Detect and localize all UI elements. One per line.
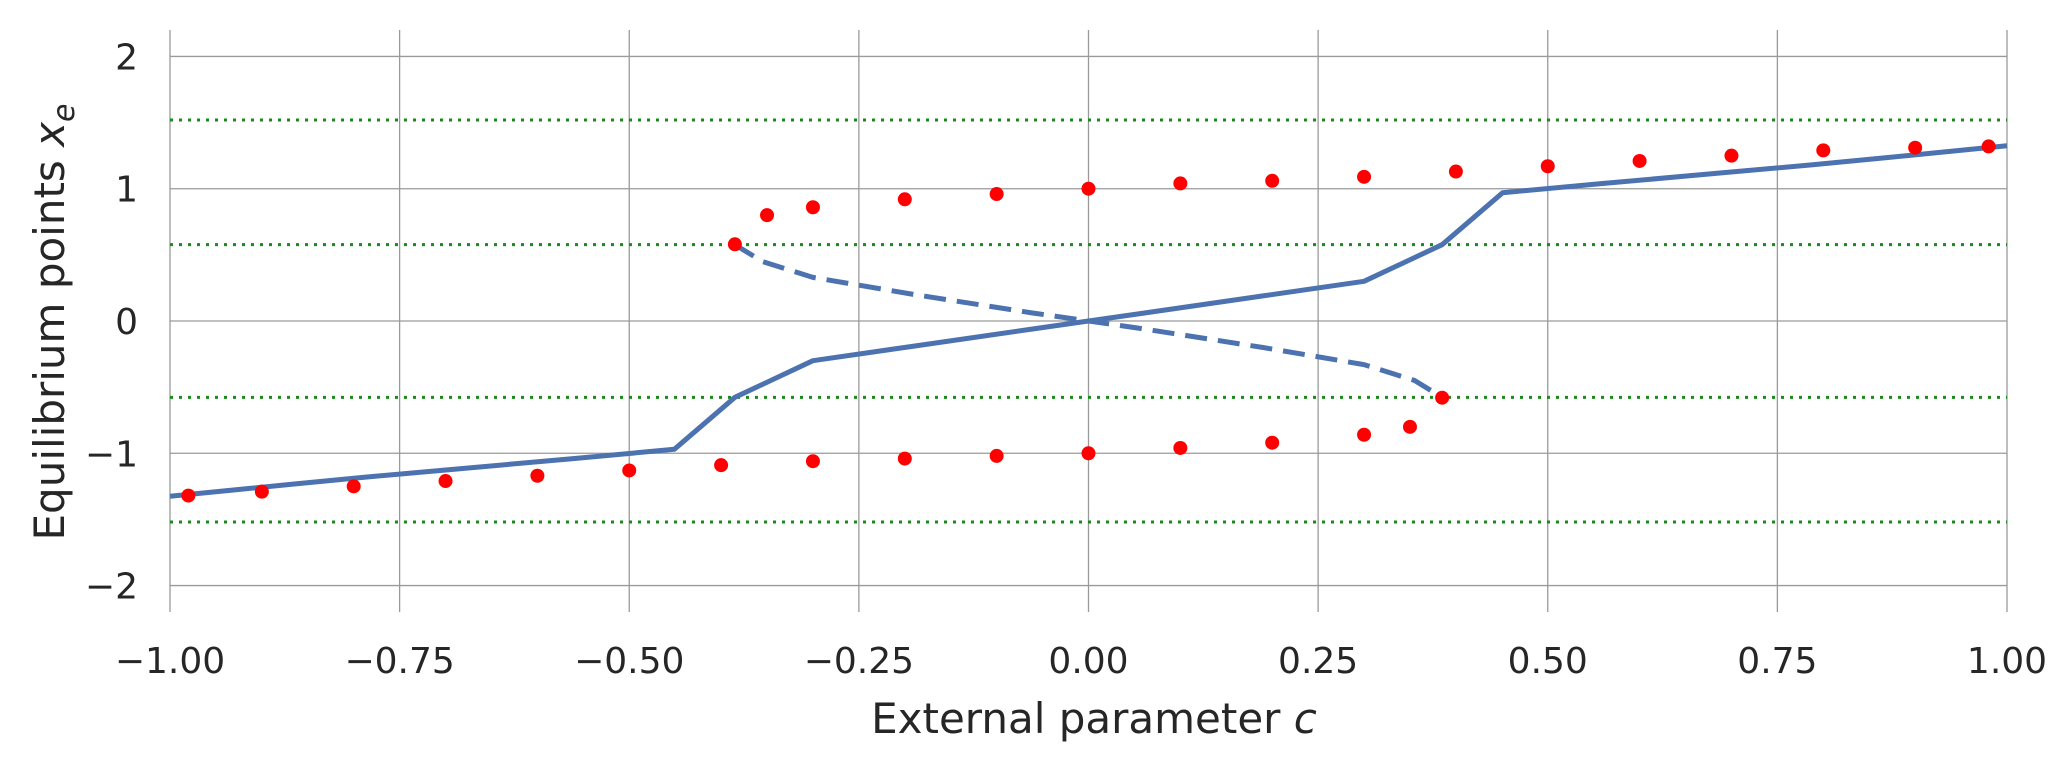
y-tick-label: 1 [115, 170, 138, 211]
stable-point [1632, 153, 1647, 168]
stable-point [1173, 440, 1188, 455]
stable-point [714, 458, 729, 473]
unstable-branch-line [733, 242, 1444, 400]
y-axis-label: Equilibrium points xe [25, 104, 82, 541]
stable-point [1981, 139, 1996, 154]
x-tick-label: −0.25 [804, 641, 914, 682]
series [169, 139, 2008, 503]
stable-point [1081, 446, 1096, 461]
x-tick-label: 0.00 [1048, 641, 1128, 682]
stable-point [760, 208, 775, 223]
tick-labels: −1.00 −0.75 −0.50 −0.25 0.00 0.25 0.50 0.75 1.00… [85, 37, 2047, 682]
stable-point [1265, 435, 1280, 450]
x-tick-label: 0.50 [1508, 641, 1588, 682]
x-tick-label: 0.25 [1278, 641, 1358, 682]
stable-point [989, 187, 1004, 202]
stable-point [1357, 169, 1372, 184]
stable-point [1540, 159, 1555, 174]
stable-point [897, 451, 912, 466]
x-tick-label: −0.75 [344, 641, 454, 682]
stable-point [1448, 164, 1463, 179]
stable-point [989, 448, 1004, 463]
stable-point [1402, 419, 1417, 434]
stable-point [254, 484, 269, 499]
stable-point [897, 192, 912, 207]
stable-point [1173, 176, 1188, 191]
stable-point [530, 468, 545, 483]
stable-point [1435, 390, 1450, 405]
stable-point [805, 454, 820, 469]
x-tick-label: 1.00 [1967, 641, 2047, 682]
stable-point [805, 200, 820, 215]
x-axis-label: External parameter c [871, 694, 1317, 743]
stable-point [622, 463, 637, 478]
y-tick-label: 2 [115, 37, 138, 78]
x-tick-label: 0.75 [1737, 641, 1817, 682]
stable-point [1816, 143, 1831, 158]
y-tick-label: −2 [85, 567, 138, 608]
stable-point [181, 488, 196, 503]
stable-point [1724, 148, 1739, 163]
x-tick-label: −0.50 [574, 641, 684, 682]
stable-point [1265, 173, 1280, 188]
y-tick-label: 0 [115, 302, 138, 343]
reference-lines [170, 118, 2007, 524]
stable-point [1081, 181, 1096, 196]
stable-point [1357, 427, 1372, 442]
stable-point [346, 479, 361, 494]
y-tick-label: −1 [85, 434, 138, 475]
stable-point [1908, 140, 1923, 155]
stable-point [727, 237, 742, 252]
stable-point [438, 474, 453, 489]
x-tick-label: −1.00 [115, 641, 225, 682]
